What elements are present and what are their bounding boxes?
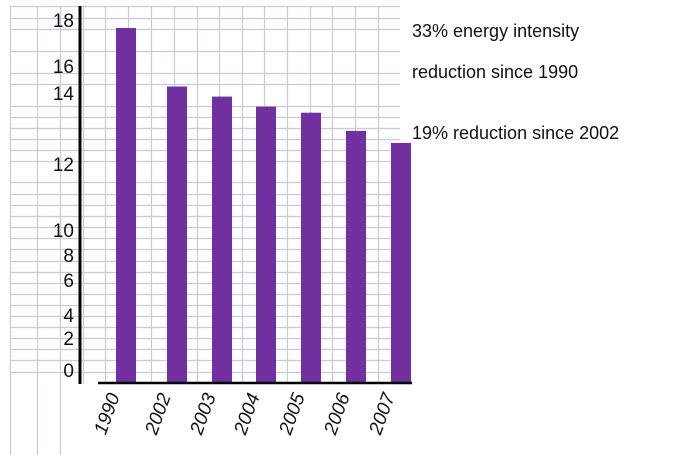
x-tick-labels: 1990 2002 2003 2004 2005 2006 2007 (91, 389, 401, 438)
bars-layer (116, 28, 411, 384)
y-tick-label: 4 (63, 306, 74, 327)
annotation-line-1: 33% energy intensity (412, 21, 580, 41)
y-tick-label: 12 (53, 155, 74, 176)
y-tick-labels: 18 16 14 12 10 8 6 42 0 (53, 11, 75, 382)
bar-2006 (346, 130, 366, 383)
x-tick-label: 2005 (275, 390, 310, 438)
x-tick-label: 2003 (186, 390, 221, 438)
y-tick-label: 14 (53, 84, 75, 105)
x-tick-label: 2004 (230, 391, 265, 439)
x-tick-label: 1990 (91, 390, 125, 437)
y-tick-label: 16 (53, 57, 74, 78)
y-tick-label: 2 (63, 329, 74, 350)
x-tick-label: 2002 (141, 390, 176, 438)
y-tick-label: 8 (63, 246, 74, 267)
bar-1990 (116, 28, 136, 383)
x-tick-label: 2006 (320, 390, 355, 438)
axis-layer (78, 6, 412, 385)
bar-2003 (212, 96, 232, 384)
y-tick-label: 6 (63, 271, 74, 292)
x-tick-label: 2007 (365, 389, 400, 438)
y-tick-label: 0 (63, 361, 74, 382)
annotation-line-2: reduction since 1990 (412, 62, 579, 82)
bar-2004 (256, 106, 276, 384)
y-tick-label: 18 (53, 11, 74, 32)
bar-2002 (167, 86, 187, 383)
bar-2005 (301, 112, 321, 383)
annotation-line-3: 19% reduction since 2002 (412, 123, 620, 143)
y-tick-label: 10 (53, 221, 74, 242)
bar-2007 (391, 142, 411, 383)
